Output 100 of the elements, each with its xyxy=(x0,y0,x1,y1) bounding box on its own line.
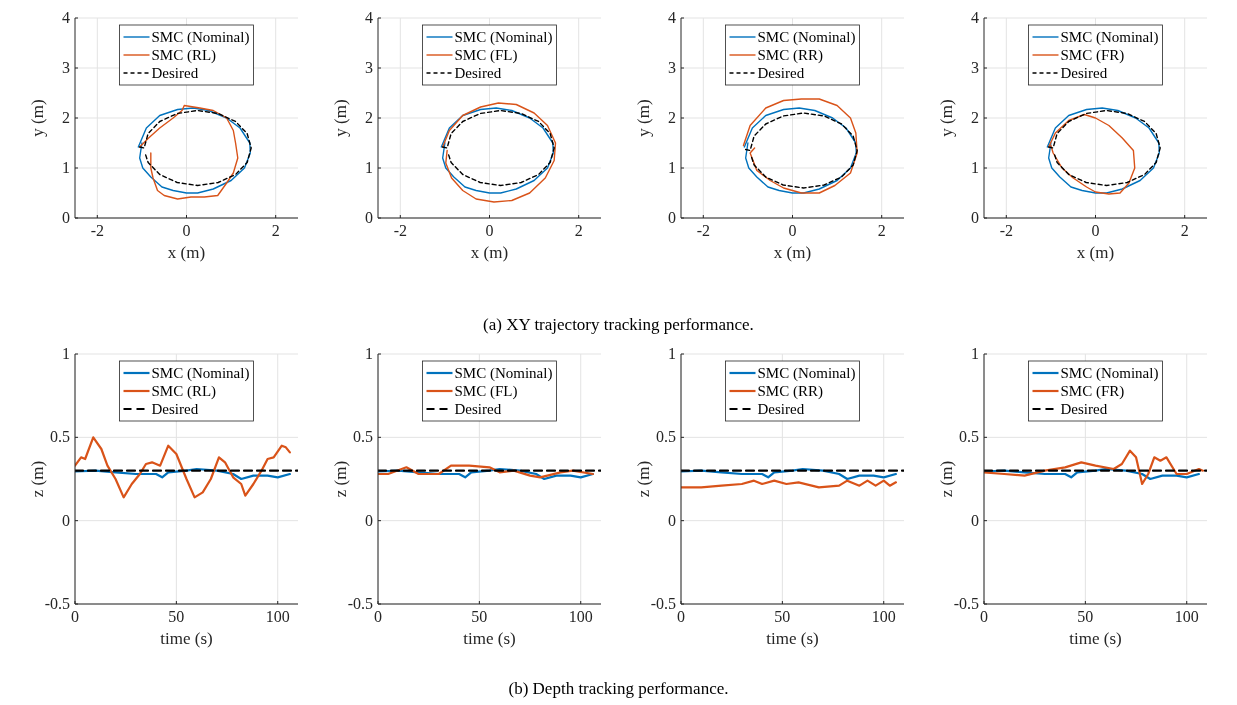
legend-label: SMC (Nominal) xyxy=(151,365,250,382)
x-tick-label: 100 xyxy=(568,608,593,625)
y-axis-title: y (m) xyxy=(28,99,47,137)
legend-label: Desired xyxy=(454,401,502,417)
y-tick-label: 2 xyxy=(62,109,70,126)
x-axis-title: x (m) xyxy=(167,243,206,262)
y-tick-label: 0 xyxy=(668,511,676,529)
y-tick-label: -0.5 xyxy=(953,595,979,612)
text: (a) XY trajectory tracking performance. xyxy=(483,315,754,334)
text: (b) Depth tracking performance. xyxy=(508,679,729,698)
x-tick-label: -2 xyxy=(696,222,710,239)
legend-label: SMC (FR) xyxy=(1060,47,1125,64)
y-tick-label: 0 xyxy=(365,511,373,529)
x-axis-title: time (s) xyxy=(1069,629,1122,648)
legend-label: SMC (FR) xyxy=(1060,383,1125,400)
y-tick-label: 1 xyxy=(365,345,373,362)
y-tick-label: 0.5 xyxy=(959,428,979,446)
x-tick-label: 50 xyxy=(471,608,488,625)
y-tick-label: 1 xyxy=(365,159,373,176)
x-tick-label: 50 xyxy=(774,608,791,625)
legend-label: Desired xyxy=(1060,401,1108,417)
legend-label: Desired xyxy=(757,65,805,81)
y-tick-label: 2 xyxy=(365,109,373,126)
x-axis-title: time (s) xyxy=(766,629,819,648)
x-axis-title: x (m) xyxy=(470,243,509,262)
legend-label: Desired xyxy=(757,401,805,417)
x-axis-title: time (s) xyxy=(160,629,213,648)
x-axis-title: x (m) xyxy=(773,243,812,262)
y-axis-title: y (m) xyxy=(331,99,350,137)
x-tick-label: 0 xyxy=(182,222,191,239)
y-tick-label: 0 xyxy=(365,209,373,226)
line-series xyxy=(681,479,897,489)
legend-label: SMC (Nominal) xyxy=(1060,29,1159,46)
y-tick-label: 3 xyxy=(365,59,373,76)
legend-label: SMC (Nominal) xyxy=(1060,365,1159,382)
legend-label: Desired xyxy=(1060,65,1108,81)
y-axis-title: z (m) xyxy=(634,460,653,498)
y-tick-label: 1 xyxy=(971,345,979,362)
x-tick-label: 100 xyxy=(1174,608,1199,625)
x-tick-label: 50 xyxy=(1077,608,1094,625)
x-tick-label: 0 xyxy=(1091,222,1100,239)
y-tick-label: 1 xyxy=(971,159,979,176)
legend-label: Desired xyxy=(151,401,199,417)
legend-label: SMC (Nominal) xyxy=(151,29,250,46)
line-series xyxy=(681,467,897,481)
y-tick-label: 4 xyxy=(971,9,979,26)
y-tick-label: 1 xyxy=(668,345,676,362)
x-tick-label: -2 xyxy=(999,222,1013,239)
y-tick-label: 4 xyxy=(62,9,70,26)
x-tick-label: 2 xyxy=(1180,222,1189,239)
y-tick-label: 0.5 xyxy=(656,428,676,446)
line-series xyxy=(75,467,291,481)
y-tick-label: 1 xyxy=(62,345,70,362)
legend-label: SMC (RL) xyxy=(151,383,217,400)
y-tick-label: 1 xyxy=(668,159,676,176)
y-tick-label: 0 xyxy=(62,209,70,226)
y-tick-label: 1 xyxy=(62,159,70,176)
y-axis-title: y (m) xyxy=(937,99,956,137)
y-tick-label: 3 xyxy=(668,59,676,76)
legend-label: Desired xyxy=(454,65,502,81)
y-tick-label: 0 xyxy=(971,209,979,226)
legend-label: SMC (FL) xyxy=(454,383,518,400)
legend-label: SMC (RR) xyxy=(757,47,823,64)
legend-label: SMC (Nominal) xyxy=(757,365,856,382)
x-tick-label: 2 xyxy=(877,222,886,239)
legend-label: SMC (RL) xyxy=(151,47,217,64)
x-tick-label: 0 xyxy=(788,222,797,239)
y-tick-label: 3 xyxy=(971,59,979,76)
y-tick-label: 0.5 xyxy=(353,428,373,446)
line-series xyxy=(1047,113,1136,195)
line-series xyxy=(138,104,239,200)
legend-label: SMC (Nominal) xyxy=(454,365,553,382)
y-axis-title: z (m) xyxy=(937,460,956,498)
line-series xyxy=(441,102,557,203)
y-tick-label: 3 xyxy=(62,59,70,76)
y-tick-label: 2 xyxy=(971,109,979,126)
y-tick-label: 0 xyxy=(62,511,70,529)
y-tick-label: 2 xyxy=(668,109,676,126)
legend-label: SMC (Nominal) xyxy=(454,29,553,46)
legend-label: SMC (Nominal) xyxy=(757,29,856,46)
y-tick-label: 4 xyxy=(365,9,373,26)
legend-label: SMC (FL) xyxy=(454,47,518,64)
x-tick-label: 2 xyxy=(574,222,583,239)
y-tick-label: 0 xyxy=(668,209,676,226)
y-axis-title: y (m) xyxy=(634,99,653,137)
x-tick-label: 100 xyxy=(265,608,290,625)
legend-label: SMC (RR) xyxy=(757,383,823,400)
y-axis-title: z (m) xyxy=(28,460,47,498)
y-tick-label: -0.5 xyxy=(44,595,70,612)
x-tick-label: 0 xyxy=(485,222,494,239)
x-axis-title: x (m) xyxy=(1076,243,1115,262)
x-tick-label: -2 xyxy=(90,222,104,239)
x-axis-title: time (s) xyxy=(463,629,516,648)
x-tick-label: -2 xyxy=(393,222,407,239)
legend-label: Desired xyxy=(151,65,199,81)
x-tick-label: 2 xyxy=(271,222,280,239)
x-tick-label: 50 xyxy=(168,608,185,625)
y-tick-label: 4 xyxy=(668,9,676,26)
y-tick-label: 0.5 xyxy=(50,428,70,446)
line-series xyxy=(75,436,291,499)
